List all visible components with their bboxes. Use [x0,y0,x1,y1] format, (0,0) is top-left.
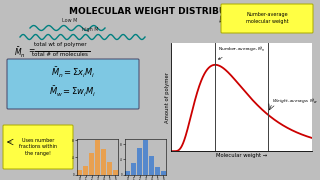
Bar [89,153,94,175]
Text: Uses number
fractions within
the range!: Uses number fractions within the range! [19,138,57,156]
Text: Low M: Low M [62,18,78,23]
Text: Number-average
molecular weight: Number-average molecular weight [246,12,288,24]
Bar [101,149,106,175]
Bar [155,167,160,175]
Text: $\bar{M}_w = \Sigma w_i M_i$: $\bar{M}_w = \Sigma w_i M_i$ [49,85,97,99]
Text: Number-average, $\bar{M}_n$: Number-average, $\bar{M}_n$ [218,45,266,59]
Text: $\bar{M}_n$: $\bar{M}_n$ [14,46,26,60]
Bar [83,166,88,175]
Text: =: = [28,46,34,55]
FancyBboxPatch shape [3,125,73,169]
Bar [95,140,100,175]
Bar [125,171,130,175]
FancyBboxPatch shape [221,4,313,33]
Bar [143,140,148,175]
Text: total # of molecules: total # of molecules [32,52,88,57]
FancyBboxPatch shape [7,59,139,109]
Bar [77,170,82,175]
Bar [161,171,166,175]
Text: $\bar{M}_n = \Sigma x_i M_i$: $\bar{M}_n = \Sigma x_i M_i$ [51,66,95,80]
Text: total wt of polymer: total wt of polymer [34,42,86,47]
Bar [137,148,142,175]
Y-axis label: Amount of polymer: Amount of polymer [165,72,170,123]
Bar [113,170,118,175]
Bar [149,156,154,175]
Bar [131,163,136,175]
X-axis label: Molecular weight →: Molecular weight → [216,153,267,158]
Text: MOLECULAR WEIGHT DISTRIBUTION: MOLECULAR WEIGHT DISTRIBUTION [69,7,251,16]
Bar [107,162,112,175]
Text: high M: high M [82,27,98,32]
Text: Weight-average, $\bar{M}_w$: Weight-average, $\bar{M}_w$ [272,97,318,106]
